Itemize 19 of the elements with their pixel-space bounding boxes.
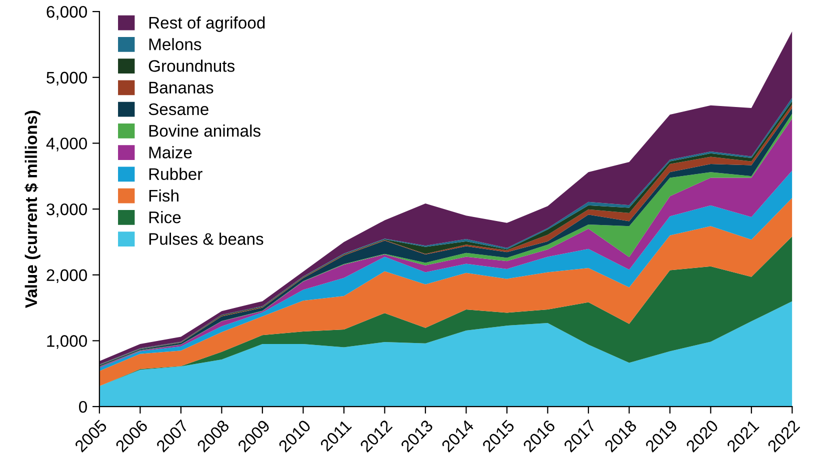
legend-label: Maize bbox=[149, 146, 192, 158]
legend-label: Fish bbox=[149, 189, 178, 202]
y-tick-label: 1,000 bbox=[47, 335, 87, 349]
y-tick-label: 0 bbox=[79, 400, 87, 413]
y-tick-label: 6,000 bbox=[46, 6, 87, 20]
legend-label: Groundnuts bbox=[148, 60, 235, 72]
y-axis-title: Value (current $ millions) bbox=[24, 110, 40, 308]
y-tick-label: 4,000 bbox=[46, 138, 87, 152]
legend-label: Rice bbox=[149, 211, 181, 224]
legend-label: Rubber bbox=[149, 168, 202, 180]
y-tick-label: 2,000 bbox=[46, 269, 87, 284]
legend-label: Bananas bbox=[149, 82, 214, 94]
y-tick-label: 3,000 bbox=[46, 203, 87, 218]
legend-label: Melons bbox=[149, 38, 202, 50]
legend-label: Bovine animals bbox=[149, 124, 260, 137]
y-tick-label: 5,000 bbox=[46, 72, 87, 86]
legend-label: Rest of agrifood bbox=[149, 16, 265, 32]
legend-label: Sesame bbox=[148, 103, 208, 116]
legend-label: Pulses & beans bbox=[149, 232, 264, 245]
